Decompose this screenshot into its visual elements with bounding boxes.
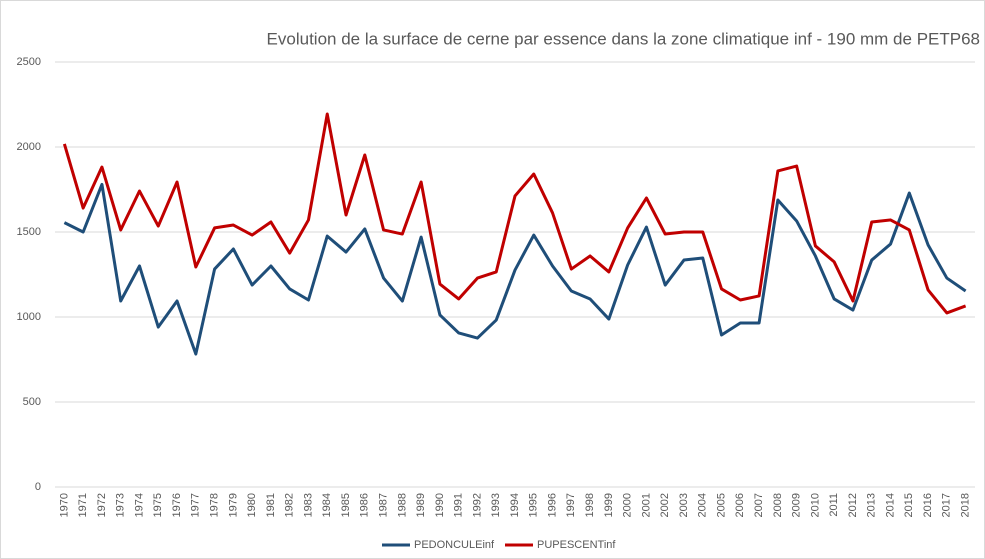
x-tick-label: 1980 [246, 493, 258, 517]
series-line [62, 112, 967, 315]
x-tick-label: 1991 [453, 493, 465, 517]
x-tick-label: 2003 [678, 493, 690, 517]
x-tick-label: 2015 [903, 493, 915, 517]
x-tick-label: 1970 [58, 493, 70, 517]
x-tick-label: 2002 [659, 493, 671, 517]
y-tick-label: 2500 [17, 56, 41, 68]
x-tick-label: 1999 [603, 493, 615, 517]
x-tick-label: 1973 [115, 493, 127, 517]
x-tick-label: 2001 [640, 493, 652, 517]
x-tick-label: 2008 [772, 493, 784, 517]
x-tick-label: 1993 [490, 493, 502, 517]
x-tick-label: 2010 [809, 493, 821, 517]
x-tick-label: 1986 [359, 493, 371, 517]
x-tick-label: 1977 [190, 493, 202, 517]
x-tick-label: 2012 [847, 493, 859, 517]
x-tick-label: 2004 [697, 493, 709, 517]
chart-title: Evolution de la surface de cerne par ess… [267, 29, 980, 48]
x-tick-label: 1981 [265, 493, 277, 517]
x-tick-label: 2006 [734, 493, 746, 517]
x-tick-label: 1978 [208, 493, 220, 517]
x-tick-label: 2016 [922, 493, 934, 517]
legend-label: PEDONCULEinf [414, 539, 495, 551]
x-tick-label: 1990 [434, 493, 446, 517]
x-tick-label: 1983 [302, 493, 314, 517]
series-line [63, 182, 967, 356]
x-tick-label: 1995 [528, 493, 540, 517]
y-tick-label: 1500 [17, 226, 41, 238]
legend-label: PUPESCENTinf [537, 539, 616, 551]
x-tick-label: 1982 [284, 493, 296, 517]
x-tick-label: 1974 [133, 493, 145, 517]
x-tick-label: 1987 [377, 493, 389, 517]
x-tick-label: 2013 [866, 493, 878, 517]
x-tick-label: 1971 [77, 493, 89, 517]
x-tick-label: 2009 [791, 493, 803, 517]
x-tick-label: 1989 [415, 493, 427, 517]
x-tick-label: 2000 [622, 493, 634, 517]
x-tick-label: 1976 [171, 493, 183, 517]
x-tick-label: 1997 [565, 493, 577, 517]
x-tick-label: 1998 [584, 493, 596, 517]
x-tick-label: 1979 [227, 493, 239, 517]
y-tick-label: 1000 [17, 311, 41, 323]
x-tick-label: 1984 [321, 493, 333, 517]
x-tick-label: 1988 [396, 493, 408, 517]
x-tick-label: 2005 [715, 493, 727, 517]
y-tick-label: 500 [23, 396, 41, 408]
x-tick-label: 1972 [96, 493, 108, 517]
y-tick-label: 0 [35, 481, 41, 493]
x-tick-label: 2011 [828, 493, 840, 517]
x-tick-label: 2017 [941, 493, 953, 517]
x-tick-label: 2007 [753, 493, 765, 517]
x-tick-label: 2014 [884, 493, 896, 517]
x-tick-label: 1996 [546, 493, 558, 517]
x-tick-label: 2018 [960, 493, 972, 517]
x-tick-label: 1992 [471, 493, 483, 517]
y-tick-label: 2000 [17, 141, 41, 153]
x-tick-label: 1975 [152, 493, 164, 517]
x-tick-label: 1994 [509, 493, 521, 517]
x-tick-label: 1985 [340, 493, 352, 517]
